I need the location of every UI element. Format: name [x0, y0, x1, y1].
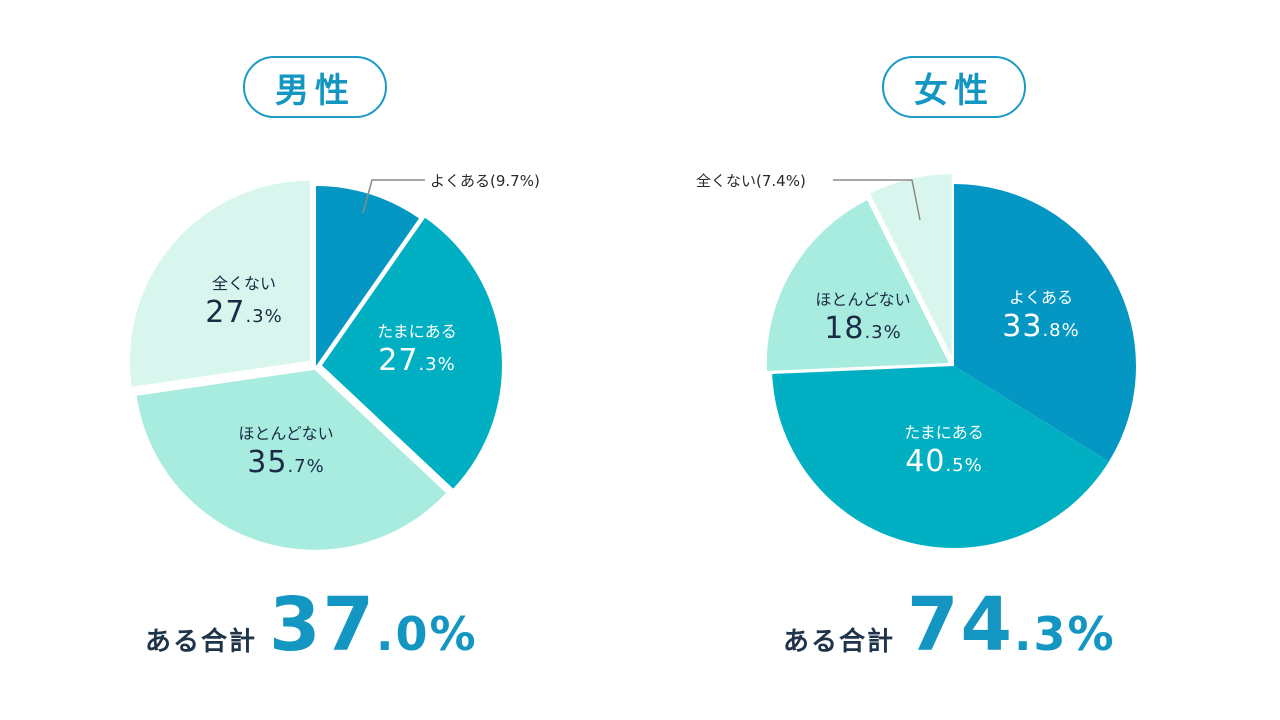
female-callout-line: [833, 179, 921, 221]
female-label-tamaniaru-dec: .5%: [945, 455, 983, 477]
male-total-int: 37: [269, 582, 376, 668]
female-slice-0: [954, 184, 1136, 462]
male-slice-1: [321, 217, 502, 489]
female-label-yokuaru-int: 33: [1002, 309, 1043, 345]
male-callout-line: [362, 179, 425, 214]
female-pie-chart: [766, 174, 1136, 548]
male-label-hotondonai: ほとんどない 35.7%: [238, 424, 333, 481]
female-callout-mattakunai: 全くない(7.4%): [696, 172, 806, 190]
male-label-mattakunai-text: 全くない: [211, 274, 276, 293]
female-label-hotondonai: ほとんどない 18.3%: [815, 290, 910, 347]
female-label-yokuaru-dec: .8%: [1042, 320, 1080, 342]
female-label-hotondonai-text: ほとんどない: [815, 290, 911, 309]
female-label-tamaniaru: たまにある 40.5%: [904, 423, 984, 480]
male-label-tamaniaru-text: たまにある: [377, 322, 457, 341]
male-callout-yokuaru: よくある(9.7%): [430, 172, 540, 190]
male-label-mattakunai: 全くない 27.3%: [205, 274, 282, 331]
male-label-mattakunai-int: 27: [205, 295, 246, 331]
female-total-dec: .3%: [1014, 607, 1116, 661]
female-title: 女性: [882, 56, 1026, 118]
male-total-dec: .0%: [376, 607, 478, 661]
male-slice-2: [136, 369, 447, 550]
female-label-yokuaru: よくある 33.8%: [1002, 288, 1079, 345]
male-panel: 男性 よくある(9.7%) たまにある 27.3% ほとんどない 35.7% 全…: [129, 56, 540, 668]
male-slice-0: [316, 186, 420, 366]
male-label-hotondonai-int: 35: [247, 445, 288, 481]
male-slice-3: [129, 180, 310, 387]
female-panel: 女性 全くない(7.4%) よくある 33.8% たまにある 40.5% ほとん…: [640, 0, 1280, 720]
male-total: ある合計 37.0%: [145, 582, 478, 668]
male-pie-chart: [129, 179, 502, 550]
female-label-hotondonai-int: 18: [824, 311, 865, 347]
female-label-tamaniaru-int: 40: [905, 444, 946, 480]
male-label-tamaniaru-int: 27: [378, 343, 419, 379]
male-label-hotondonai-text: ほとんどない: [238, 424, 334, 443]
male-title: 男性: [243, 56, 387, 118]
female-label-yokuaru-text: よくある: [1008, 288, 1073, 307]
female-label-hotondonai-dec: .3%: [864, 322, 902, 344]
female-total: ある合計 74.3%: [783, 582, 1116, 668]
female-total-int: 74: [907, 582, 1014, 668]
female-total-label: ある合計: [783, 627, 896, 657]
female-label-tamaniaru-text: たまにある: [904, 423, 984, 442]
male-label-tamaniaru: たまにある 27.3%: [377, 322, 457, 379]
male-label-hotondonai-dec: .7%: [287, 456, 325, 478]
male-label-mattakunai-dec: .3%: [245, 306, 283, 328]
female-slice-1: [772, 366, 1109, 548]
female-slice-3: [870, 174, 952, 357]
male-label-tamaniaru-dec: .3%: [418, 354, 456, 376]
female-slice-2: [766, 200, 949, 371]
male-total-label: ある合計: [145, 627, 258, 657]
